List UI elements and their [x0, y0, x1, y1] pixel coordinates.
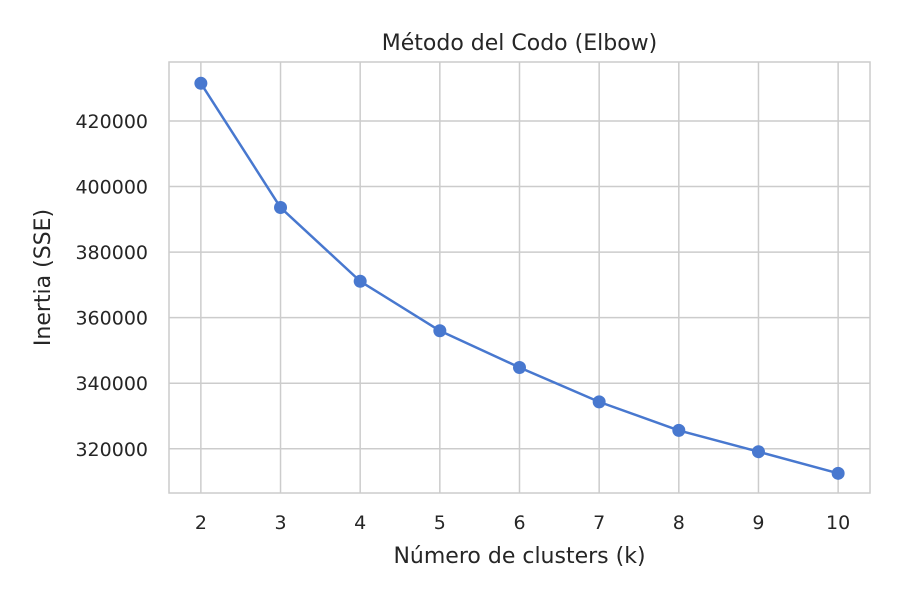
y-tick-label: 360000 — [75, 308, 148, 330]
data-point — [353, 274, 367, 288]
y-tick-label: 340000 — [75, 373, 148, 395]
grid — [169, 62, 870, 493]
data-point — [274, 201, 288, 215]
chart-title: Método del Codo (Elbow) — [382, 31, 657, 56]
series-layer — [194, 76, 845, 480]
data-point — [672, 423, 686, 437]
x-tick-label: 6 — [513, 512, 525, 534]
y-tick-label: 320000 — [75, 439, 148, 461]
x-tick-label: 2 — [195, 512, 207, 534]
y-axis-ticks: 320000 340000 360000 380000 400000 420000 — [75, 111, 148, 461]
y-tick-label: 400000 — [75, 177, 148, 199]
data-point — [433, 324, 447, 338]
data-point — [831, 466, 845, 480]
plot-frame — [168, 61, 871, 494]
x-axis-label: Número de clusters (k) — [393, 544, 645, 569]
x-tick-label: 8 — [673, 512, 685, 534]
data-point — [513, 360, 526, 374]
y-tick-label: 420000 — [75, 111, 148, 133]
y-axis-label: Inertia (SSE) — [31, 209, 56, 346]
x-tick-label: 10 — [826, 512, 850, 534]
x-tick-label: 7 — [593, 512, 605, 534]
x-axis-ticks: 2 3 4 5 6 7 8 9 10 — [195, 512, 850, 534]
data-point — [194, 76, 208, 90]
data-point — [592, 395, 606, 409]
y-tick-label: 380000 — [75, 242, 148, 264]
data-point — [751, 445, 765, 459]
x-tick-label: 9 — [752, 512, 764, 534]
x-tick-label: 3 — [274, 512, 286, 534]
x-tick-label: 5 — [434, 512, 446, 534]
x-tick-label: 4 — [354, 512, 366, 534]
